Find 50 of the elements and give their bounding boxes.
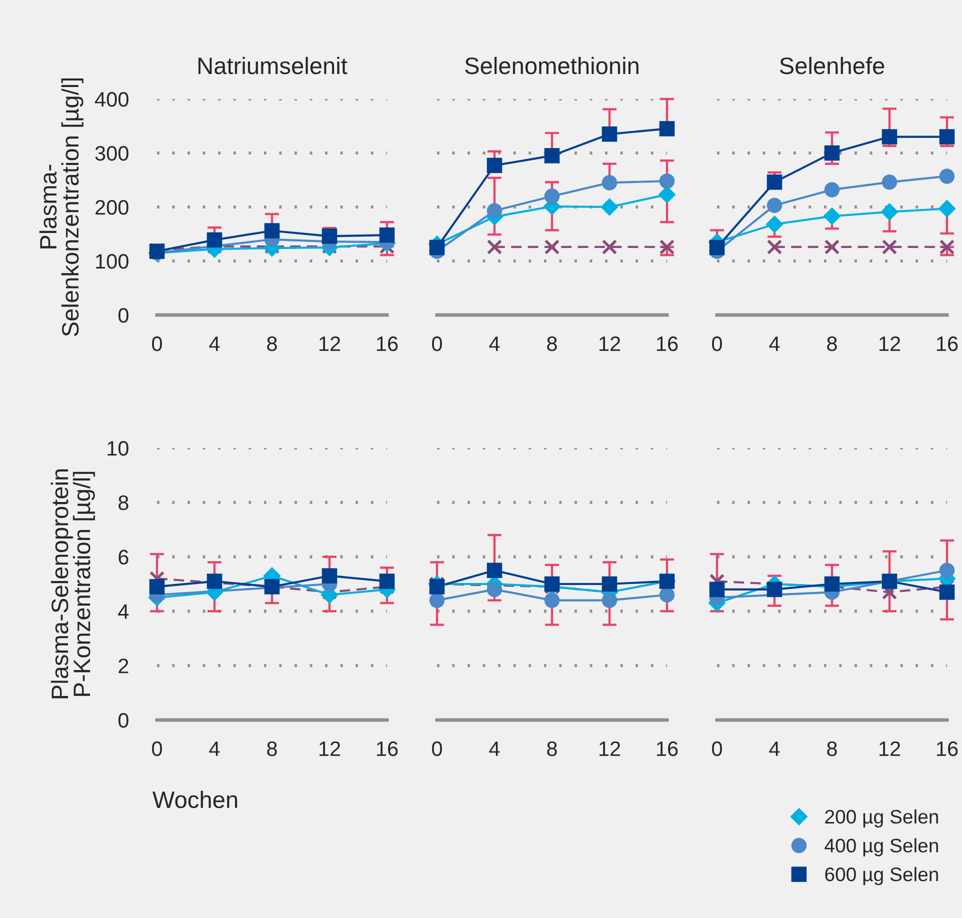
x-tick-label: 8 (547, 336, 557, 352)
chart-title: Selenhefe (780, 56, 884, 74)
x-tick-label: 0 (712, 741, 722, 756)
x-tick-label: 0 (152, 741, 162, 756)
y-tick-label: 6 (118, 550, 128, 565)
y-tick-label: 100 (96, 254, 128, 269)
x-tick-label: 8 (267, 741, 277, 756)
y-axis-title: Plasma- Selenkonzentration [µg/l] (39, 78, 84, 336)
y-axis-title: Plasma-Selenoprotein P-Konzentration [µg/l] (50, 469, 95, 698)
x-tick-label: 0 (152, 336, 162, 352)
x-tick-label: 8 (547, 741, 557, 756)
x-tick-label: 16 (937, 741, 958, 756)
x-tick-label: 0 (432, 741, 442, 756)
y-tick-label: 10 (108, 441, 128, 456)
chart-title: Selenomethionin (465, 56, 638, 74)
y-tick-label: 0 (118, 308, 128, 323)
x-tick-label: 16 (377, 741, 398, 756)
y-tick-label: 200 (96, 200, 128, 215)
x-tick-label: 12 (880, 741, 900, 756)
x-tick-label: 16 (657, 336, 678, 352)
legend-label: 400 µg Selen (824, 838, 938, 856)
x-tick-label: 8 (827, 741, 837, 756)
x-axis-title: Wochen (152, 790, 238, 808)
x-tick-label: 12 (600, 336, 620, 351)
x-tick-label: 12 (320, 741, 340, 756)
legend-label: 600 µg Selen (825, 867, 938, 886)
y-tick-label: 4 (118, 604, 129, 619)
x-tick-label: 12 (600, 741, 620, 756)
x-tick-label: 8 (267, 336, 277, 352)
chart-title: Natriumselenit (198, 56, 348, 74)
x-tick-label: 4 (209, 336, 220, 351)
y-tick-label: 300 (95, 146, 128, 161)
y-tick-label: 8 (118, 495, 128, 510)
x-tick-label: 4 (769, 742, 780, 756)
x-tick-label: 0 (712, 336, 722, 352)
x-tick-label: 12 (880, 336, 900, 351)
legend-label: 200 µg Selen (825, 809, 938, 828)
x-tick-label: 16 (937, 336, 958, 352)
x-tick-label: 16 (657, 741, 678, 756)
x-tick-label: 12 (320, 336, 340, 351)
y-tick-label: 400 (94, 92, 128, 107)
y-tick-label: 2 (118, 658, 128, 674)
x-tick-label: 16 (377, 336, 398, 352)
x-tick-label: 4 (489, 336, 500, 351)
y-tick-label: 0 (118, 713, 128, 728)
x-tick-label: 4 (209, 742, 220, 756)
x-tick-label: 0 (432, 336, 442, 352)
x-tick-label: 8 (827, 336, 837, 352)
x-tick-label: 4 (489, 742, 500, 756)
x-tick-label: 4 (769, 336, 780, 351)
